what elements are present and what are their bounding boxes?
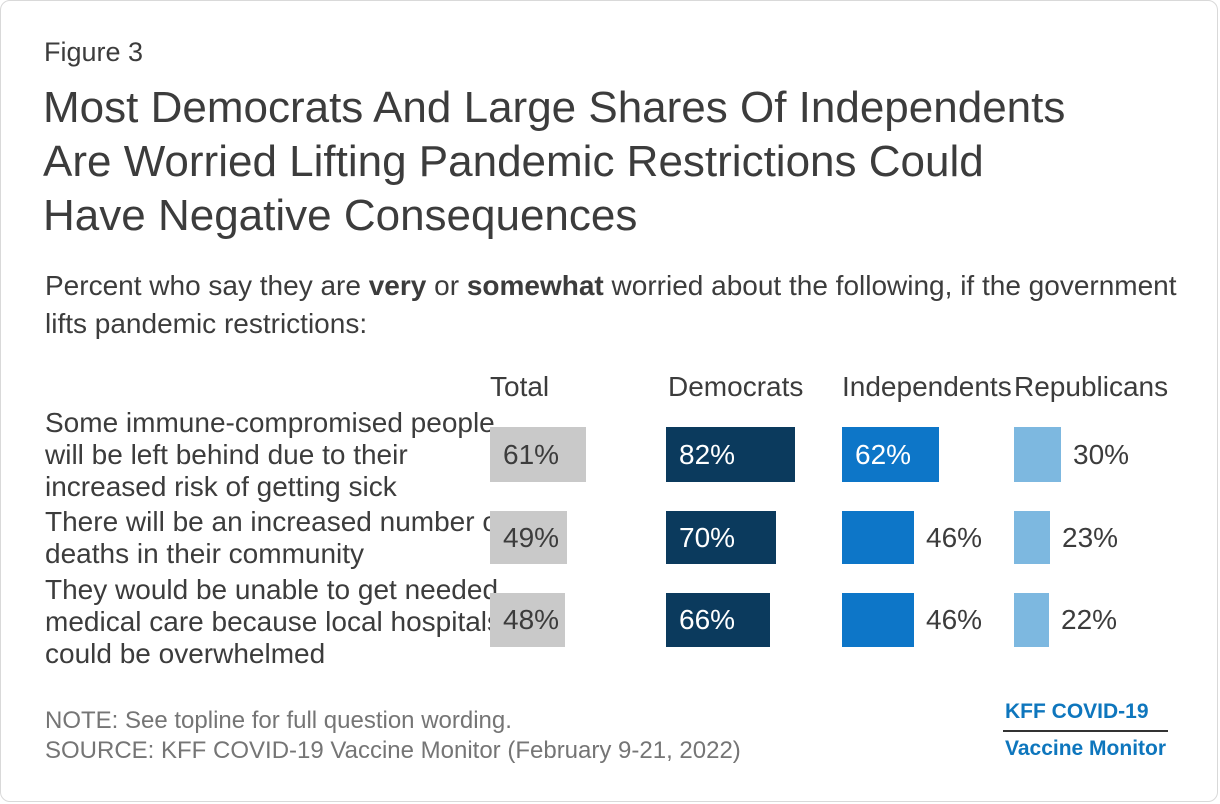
column-header-total: Total (490, 371, 550, 402)
title-line-1: Most Democrats And Large Shares Of Indep… (43, 83, 1066, 132)
row-label-medical-care: They would be unable to get needed medic… (45, 574, 502, 669)
bar-republicans-row-2: 23% (1014, 511, 1118, 564)
source-text: SOURCE: KFF COVID-19 Vaccine Monitor (Fe… (45, 737, 741, 764)
row-label-immune-compromised: Some immune-compromised people will be l… (45, 407, 495, 502)
bar-value-label: 46% (926, 521, 983, 553)
bar-total-row-2: 49% (490, 511, 567, 564)
row-label-increased-deaths: There will be an increased number of dea… (45, 506, 506, 569)
bar-value-label: 66% (679, 604, 736, 635)
kff-logo-line-1: KFF COVID-19 (1003, 700, 1169, 732)
title-line-2: Are Worried Lifting Pandemic Restriction… (43, 137, 984, 186)
column-header-democrats: Democrats (668, 371, 804, 402)
column-header-republicans: Republicans (1014, 371, 1169, 402)
bar-value-label: 61% (503, 438, 560, 470)
bar-value-label: 62% (855, 438, 912, 470)
column-header-independents: Independents (842, 371, 1012, 402)
footnotes: NOTE: See topline for full question word… (45, 706, 741, 766)
bar-total-row-1: 61% (490, 427, 586, 482)
page-title: Most Democrats And Large Shares Of Indep… (43, 81, 1065, 243)
subtitle-line-1: Percent who say they are very or somewha… (45, 270, 1177, 301)
bar-value-label: 23% (1062, 521, 1119, 553)
figure-label: Figure 3 (44, 37, 144, 67)
subtitle-line-2: lifts pandemic restrictions: (45, 308, 368, 339)
bar-value-label: 48% (503, 604, 560, 635)
bar-republicans-row-1: 30% (1014, 427, 1129, 482)
bar-republicans-row-3: 22% (1014, 593, 1117, 647)
bar-value-label: 46% (926, 604, 983, 635)
kff-logo-line-2: Vaccine Monitor (1005, 737, 1167, 760)
bar-independents-row-3: 46% (842, 593, 982, 647)
note-text: NOTE: See topline for full question word… (45, 707, 512, 734)
bar-independents-row-2: 46% (842, 511, 982, 564)
bar-value-label: 82% (679, 438, 736, 470)
bar-democrats-row-3: 66% (666, 593, 770, 647)
bar-value-label: 30% (1073, 438, 1130, 470)
bar-total-row-3: 48% (490, 593, 565, 647)
title-line-3: Have Negative Consequences (43, 191, 638, 240)
bar-value-label: 22% (1061, 604, 1118, 635)
subtitle: Percent who say they are very or somewha… (45, 267, 1177, 343)
bar-value-label: 70% (679, 521, 736, 553)
bar-democrats-row-2: 70% (666, 511, 776, 564)
bar-value-label: 49% (503, 521, 560, 553)
kff-logo: KFF COVID-19 Vaccine Monitor (1003, 700, 1169, 761)
bar-democrats-row-1: 82% (666, 427, 795, 482)
bar-independents-row-1: 62% (842, 427, 939, 482)
